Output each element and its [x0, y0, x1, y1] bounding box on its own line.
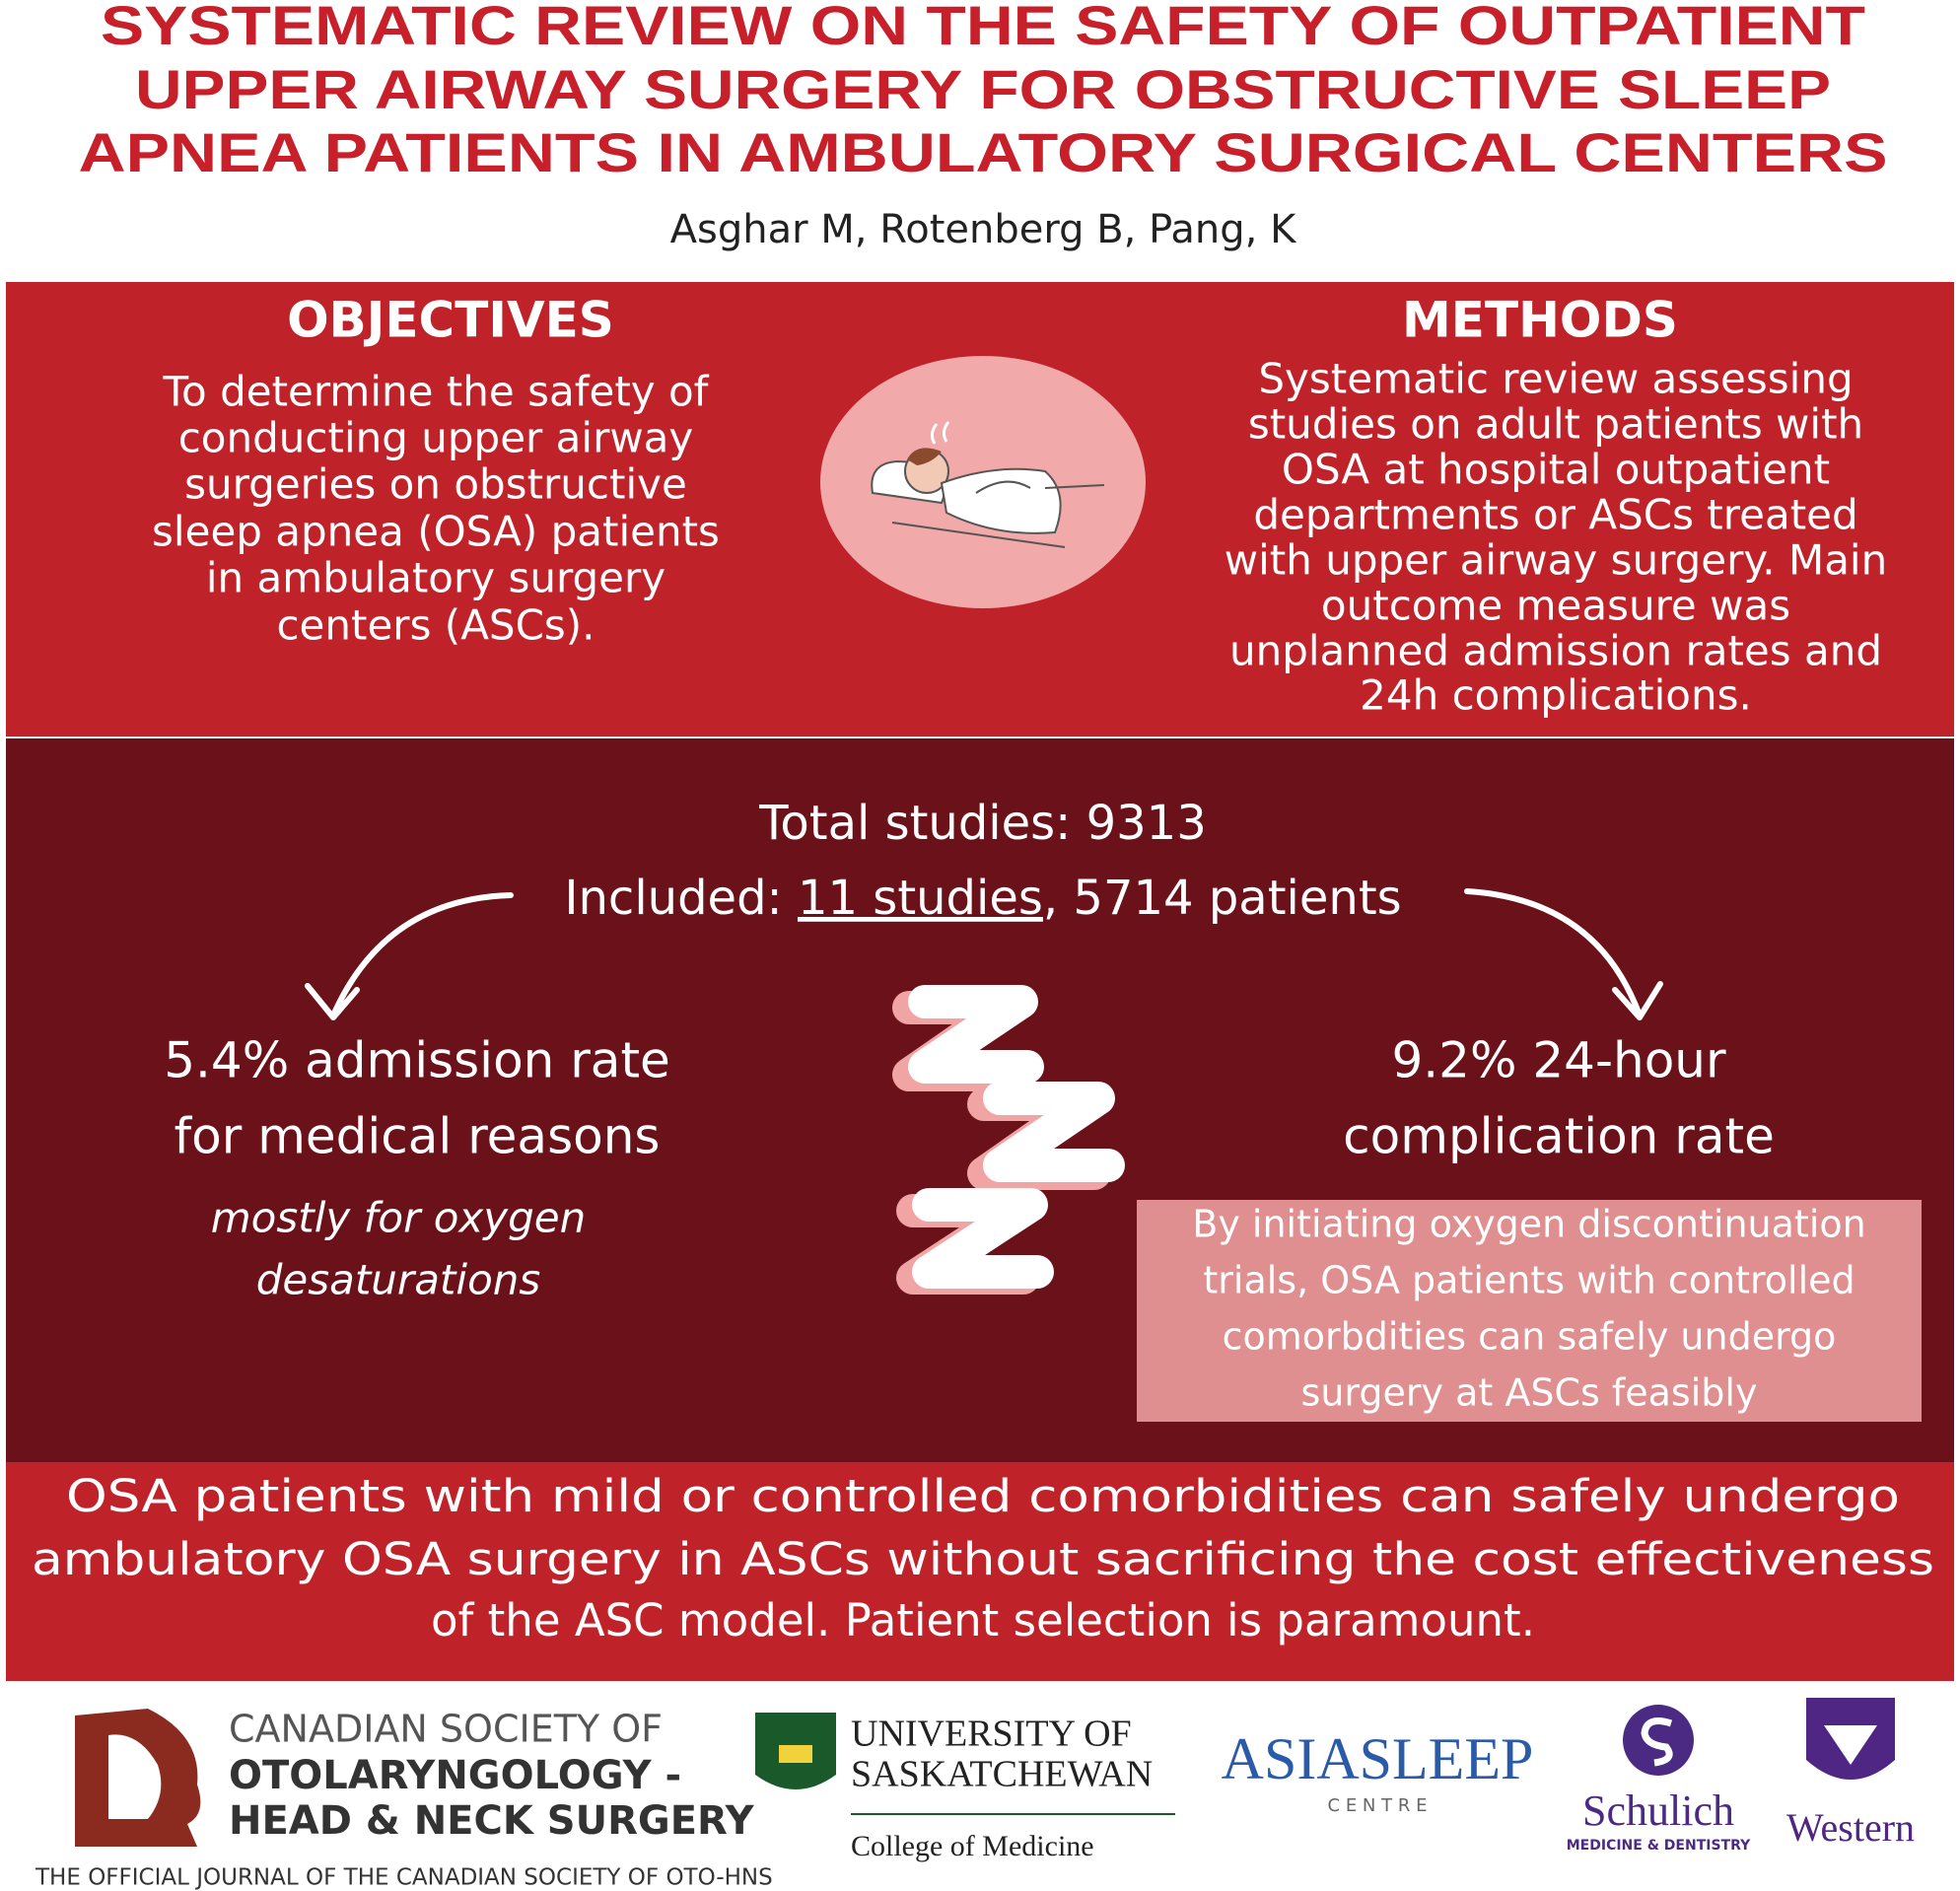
- text-line: OSA at hospital outpatient: [1282, 446, 1830, 494]
- conclusion-line: OSA patients with mild or controlled com…: [66, 1470, 1900, 1522]
- asiasleep-logo: ASIASLEEP C E N T R E: [1222, 1726, 1534, 1816]
- box-line: trials, OSA patients with controlled: [1203, 1259, 1855, 1302]
- logo-text: OTOLARYNGOLOGY -: [229, 1753, 681, 1798]
- zzz: [892, 985, 1125, 1295]
- finding-line: 5.4% admission rate: [164, 1032, 670, 1089]
- conclusion-panel: [6, 1462, 1954, 1681]
- total-studies: Total studies: 9313: [758, 796, 1207, 851]
- text-line: Systematic review assessing: [1258, 355, 1853, 403]
- authors: Asghar M, Rotenberg B, Pang, K: [670, 207, 1297, 252]
- conclusion-line: ambulatory OSA surgery in ASCs without s…: [32, 1533, 1934, 1585]
- finding-line: 9.2% 24-hour: [1391, 1032, 1726, 1089]
- methods-text: Systematic review assessing studies on a…: [1225, 355, 1887, 720]
- methods-heading: METHODS: [1402, 292, 1678, 349]
- logo-text: Schulich: [1582, 1786, 1734, 1835]
- takeaway-box: [1137, 1200, 1922, 1422]
- text-line: outcome measure was: [1321, 582, 1790, 630]
- box-line: comorbdities can safely undergo: [1223, 1315, 1837, 1359]
- objectives-heading: OBJECTIVES: [287, 292, 614, 349]
- title-line: SYSTEMATIC REVIEW ON THE SAFETY OF OUTPA…: [101, 0, 1865, 56]
- objectives-text: To determine the safety of conducting up…: [152, 368, 720, 650]
- logo-text: College of Medicine: [851, 1830, 1094, 1862]
- logo-text: C E N T R E: [1328, 1795, 1428, 1816]
- box-line: surgery at ASCs feasibly: [1301, 1371, 1758, 1415]
- text-line: with upper airway surgery. Main: [1225, 536, 1887, 585]
- text-part: Included:: [564, 871, 798, 926]
- text-line: departments or ASCs treated: [1253, 491, 1857, 539]
- cso-logo: CANADIAN SOCIETY OF OTOLARYNGOLOGY - HEA…: [35, 1708, 773, 1891]
- box-line: By initiating oxygen discontinuation: [1192, 1203, 1865, 1246]
- text-line: 24h complications.: [1360, 671, 1752, 720]
- finding-note: mostly for oxygen: [211, 1194, 586, 1242]
- included: Included: 11 studies, 5714 patients: [564, 871, 1401, 926]
- finding-line: complication rate: [1343, 1108, 1775, 1165]
- text-line: surgeries on obstructive: [184, 460, 687, 509]
- arrows: [305, 888, 1663, 1020]
- logo-text: HEAD & NECK SURGERY: [229, 1798, 755, 1844]
- logo-text: MEDICINE & DENTISTRY: [1567, 1838, 1751, 1854]
- text-line: centers (ASCs).: [276, 601, 595, 650]
- finding-note: desaturations: [256, 1256, 541, 1304]
- text-line: sleep apnea (OSA) patients: [152, 508, 720, 556]
- finding-line: for medical reasons: [175, 1108, 661, 1165]
- logo-text: Western: [1786, 1805, 1915, 1850]
- text-line: unplanned admission rates and: [1229, 627, 1882, 675]
- text-line: To determine the safety of: [163, 368, 710, 416]
- schulich-logo: Schulich MEDICINE & DENTISTRY: [1567, 1705, 1751, 1854]
- logo-text: ASIASLEEP: [1222, 1726, 1534, 1791]
- logo-text: UNIVERSITY OF: [851, 1714, 1132, 1755]
- journal-note: THE OFFICIAL JOURNAL OF THE CANADIAN SOC…: [35, 1865, 773, 1891]
- sleeping-illustration: [820, 356, 1146, 608]
- text-part: 11 studies: [798, 871, 1043, 926]
- western-logo: Western: [1786, 1698, 1915, 1850]
- text-line: studies on adult patients with: [1248, 400, 1863, 449]
- logo-text: SASKATCHEWAN: [851, 1754, 1153, 1795]
- title-line: UPPER AIRWAY SURGERY FOR OBSTRUCTIVE SLE…: [135, 58, 1831, 120]
- logo-text: CANADIAN SOCIETY OF: [229, 1708, 663, 1751]
- text-part: , 5714 patients: [1043, 871, 1402, 926]
- title-line: APNEA PATIENTS IN AMBULATORY SURGICAL CE…: [79, 121, 1888, 183]
- header: SYSTEMATIC REVIEW ON THE SAFETY OF OUTPA…: [79, 0, 1888, 252]
- text-line: conducting upper airway: [178, 414, 694, 462]
- usask-logo: UNIVERSITY OF SASKATCHEWAN College of Me…: [755, 1713, 1175, 1862]
- text-line: in ambulatory surgery: [206, 554, 665, 602]
- conclusion-line: of the ASC model. Patient selection is p…: [431, 1594, 1535, 1646]
